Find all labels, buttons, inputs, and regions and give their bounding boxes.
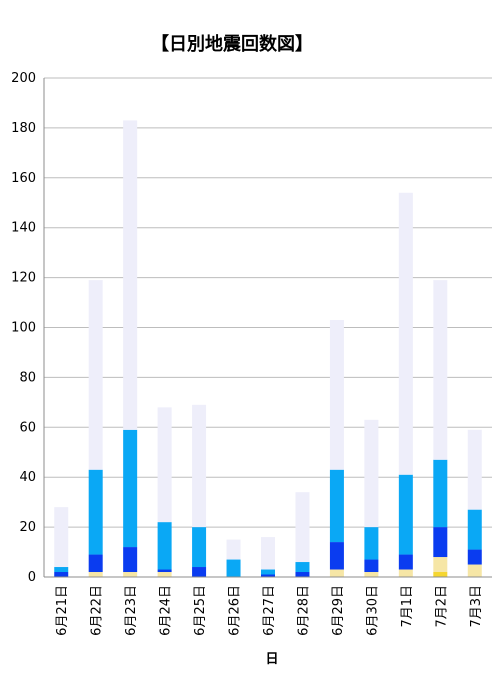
bar-segment <box>295 492 310 563</box>
bar-segment <box>433 527 448 558</box>
y-tick-label: 80 <box>19 370 36 385</box>
bar-segment <box>54 507 69 568</box>
y-tick-label: 140 <box>11 221 36 236</box>
bar-segment <box>329 320 344 470</box>
x-tick-label: 6月28日 <box>296 585 311 636</box>
bar-segment <box>467 549 482 565</box>
bar-segment <box>88 572 103 577</box>
bar-segment <box>192 404 207 528</box>
y-tick-label: 40 <box>19 470 36 485</box>
x-axis-title: 日 <box>265 652 278 667</box>
bar-segment <box>433 459 448 528</box>
x-tick-label: 6月25日 <box>193 585 208 636</box>
bar-segment <box>433 557 448 573</box>
x-tick-labels: 6月21日 6月22日 6月23日 6月24日 6月25日 6月26日 6月27日 6月28日… <box>55 585 484 636</box>
bar-segment <box>364 527 379 560</box>
x-tick-label: 6月29日 <box>331 585 346 636</box>
bar-segment <box>364 559 379 573</box>
x-tick-label: 7月2日 <box>434 585 449 628</box>
bar-segment <box>123 547 138 573</box>
bars <box>54 120 482 577</box>
bar-segment <box>88 554 103 573</box>
x-tick-label: 6月21日 <box>55 585 70 636</box>
bar-segment <box>398 569 413 577</box>
bar-segment <box>157 522 172 570</box>
y-tick-label: 20 <box>19 520 36 535</box>
bar-segment <box>123 572 138 577</box>
x-tick-label: 6月23日 <box>124 585 139 636</box>
x-tick-label: 7月1日 <box>400 585 415 628</box>
x-tick-label: 6月27日 <box>262 585 277 636</box>
bar-segment <box>157 572 172 577</box>
bar-segment <box>467 429 482 510</box>
bar-segment <box>467 509 482 550</box>
bar-segment <box>398 474 413 555</box>
bar-segment <box>226 539 241 560</box>
bar-segment <box>261 569 275 575</box>
bar-segment <box>329 569 344 577</box>
bar-segment <box>123 120 138 430</box>
bar-segment <box>261 574 275 577</box>
y-tick-label: 60 <box>19 420 36 435</box>
x-tick-label: 7月3日 <box>469 585 484 628</box>
bar-segment <box>192 527 207 568</box>
bar-segment <box>261 537 275 570</box>
bar-segment <box>157 407 172 523</box>
bar-segment <box>226 559 241 577</box>
bar-segment <box>364 419 379 528</box>
x-tick-label: 6月26日 <box>228 585 243 636</box>
x-tick-label: 6月24日 <box>159 585 174 636</box>
bar-segment <box>329 542 344 570</box>
bar-segment <box>88 469 103 555</box>
bar-segment <box>433 280 448 460</box>
y-tick-label: 0 <box>28 570 36 585</box>
bar-segment <box>123 429 138 548</box>
bar-segment <box>295 572 310 577</box>
bar-segment <box>329 469 344 543</box>
x-tick-label: 6月22日 <box>90 585 105 636</box>
y-tick-label: 160 <box>11 171 36 186</box>
bar-segment <box>54 567 69 573</box>
bar-segment <box>433 572 448 577</box>
gridlines <box>44 77 492 528</box>
bar-segment <box>364 572 379 577</box>
bar-segment <box>192 567 207 577</box>
y-tick-label: 200 <box>11 71 36 86</box>
y-tick-label: 180 <box>11 121 36 136</box>
bar-segment <box>54 572 69 577</box>
y-tick-label: 100 <box>11 321 36 336</box>
bar-segment <box>467 564 482 577</box>
bar-segment <box>157 569 172 573</box>
x-tick-label: 6月30日 <box>365 585 380 636</box>
y-tick-labels: 0 20 40 60 80 100 120 140 160 180 200 <box>11 71 36 585</box>
bar-segment <box>398 554 413 570</box>
chart-title: 【日別地震回数図】 <box>151 33 313 55</box>
y-tick-label: 120 <box>11 271 36 286</box>
bar-segment <box>295 562 310 573</box>
bar-segment <box>88 280 103 470</box>
bar-segment <box>398 192 413 475</box>
